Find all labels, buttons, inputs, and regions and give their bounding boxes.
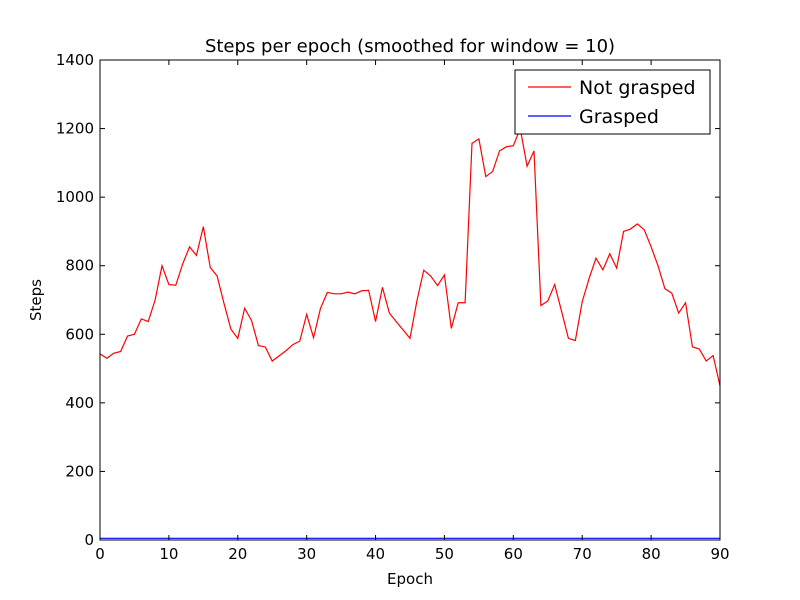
y-tick-label: 1400	[56, 51, 94, 69]
series-line-not-grasped	[99, 126, 721, 386]
y-tick-label: 800	[65, 257, 94, 275]
y-tick-label: 400	[65, 394, 94, 412]
x-tick-label: 80	[642, 545, 661, 563]
y-tick-label: 1200	[56, 120, 94, 138]
y-tick-label: 200	[65, 462, 94, 480]
x-tick-label: 10	[159, 545, 178, 563]
y-tick-label: 1000	[56, 188, 94, 206]
y-axis-label: Steps	[27, 279, 45, 321]
legend-label: Not grasped	[579, 77, 696, 99]
x-tick-label: 70	[573, 545, 592, 563]
plot-area	[99, 126, 721, 539]
x-tick-label: 0	[95, 545, 105, 563]
x-tick-label: 60	[504, 545, 523, 563]
legend: Not grasped Grasped	[514, 69, 711, 135]
legend-box	[514, 69, 711, 135]
x-axis-label: Epoch	[387, 570, 433, 588]
legend-label: Grasped	[579, 106, 659, 128]
y-tick-label: 0	[84, 531, 94, 549]
y-tick-label: 600	[65, 325, 94, 343]
x-tick-label: 90	[710, 545, 729, 563]
x-tick-label: 20	[228, 545, 247, 563]
x-tick-label: 50	[435, 545, 454, 563]
axis-ticks: 0 10 20 30 40 50 60 70 80 90 0 200 400 600 800 1000 1200…	[56, 51, 730, 563]
x-tick-label: 40	[366, 545, 385, 563]
x-tick-label: 30	[297, 545, 316, 563]
chart-title: Steps per epoch (smoothed for window = 1…	[205, 36, 615, 57]
plot-frame	[99, 59, 721, 541]
